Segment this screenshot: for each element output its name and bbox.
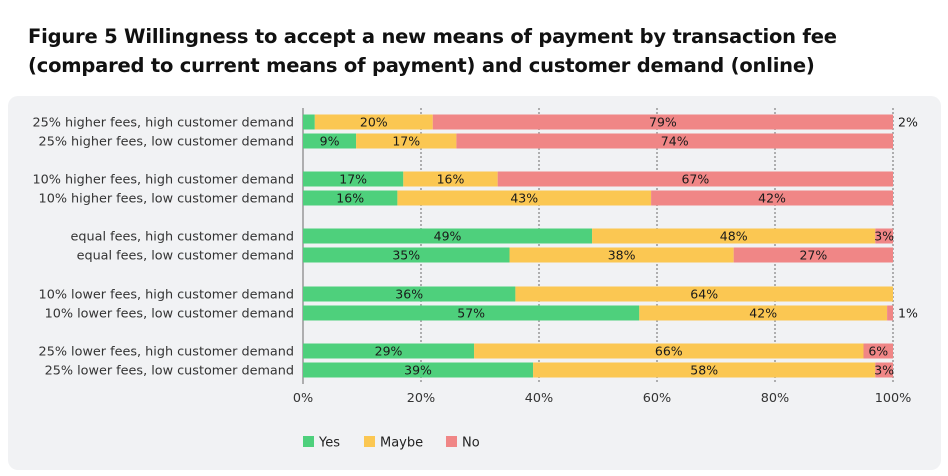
bar-segment-maybe xyxy=(509,247,734,263)
legend-label: No xyxy=(462,436,480,451)
category-label: 10% lower fees, low customer demand xyxy=(45,307,294,322)
data-label: 35% xyxy=(392,248,420,263)
category-label: 25% lower fees, high customer demand xyxy=(39,345,294,360)
x-tick-label: 100% xyxy=(875,391,912,406)
x-tick-label: 40% xyxy=(525,391,553,406)
data-label: 17% xyxy=(339,172,367,187)
legend-swatch-maybe xyxy=(364,436,375,447)
data-label: 38% xyxy=(608,248,636,263)
bar-segment-maybe xyxy=(474,343,864,359)
category-label: 10% lower fees, high customer demand xyxy=(39,288,294,303)
bar-segment-no xyxy=(887,305,893,321)
category-label: 25% higher fees, low customer demand xyxy=(39,135,294,150)
data-label: 66% xyxy=(655,344,683,359)
category-label: 10% higher fees, high customer demand xyxy=(33,173,295,188)
data-label: 64% xyxy=(690,287,718,302)
bar-segment-no xyxy=(733,247,893,263)
bar-segment-no xyxy=(863,343,893,359)
data-label: 74% xyxy=(661,134,689,149)
bar-segment-yes xyxy=(303,190,398,206)
x-tick-label: 0% xyxy=(293,391,313,406)
legend-swatch-no xyxy=(446,436,457,447)
data-label: 57% xyxy=(457,306,485,321)
bar-segment-yes xyxy=(303,114,315,130)
data-label: 9% xyxy=(320,134,340,149)
data-label: 39% xyxy=(404,363,432,378)
data-label: 17% xyxy=(392,134,420,149)
data-label: 3% xyxy=(874,229,894,244)
chart-panel xyxy=(8,96,941,470)
figure-title: Figure 5 Willingness to accept a new mea… xyxy=(28,25,837,77)
bar-segment-no xyxy=(432,114,893,130)
legend-label: Maybe xyxy=(380,436,423,451)
bar-segment-maybe xyxy=(314,114,433,130)
data-label: 16% xyxy=(336,191,364,206)
x-tick-label: 80% xyxy=(761,391,789,406)
bar-segment-no xyxy=(875,228,893,244)
bar-segment-yes xyxy=(303,343,475,359)
bar-segment-maybe xyxy=(397,190,652,206)
legend-swatch-yes xyxy=(303,436,314,447)
data-label: 67% xyxy=(681,172,709,187)
x-tick-label: 60% xyxy=(643,391,671,406)
bar-segment-yes xyxy=(303,286,516,302)
data-label: 42% xyxy=(749,306,777,321)
bar-segment-yes xyxy=(303,228,593,244)
bar-segment-maybe xyxy=(403,171,498,187)
data-label: 1% xyxy=(898,306,918,321)
bar-segment-yes xyxy=(303,305,640,321)
bar-segment-yes xyxy=(303,247,510,263)
bar-segment-maybe xyxy=(592,228,876,244)
category-label: 25% lower fees, low customer demand xyxy=(45,364,294,379)
bar-segment-yes xyxy=(303,362,534,378)
category-label: 10% higher fees, low customer demand xyxy=(39,192,294,207)
data-label: 20% xyxy=(360,115,388,130)
category-label: equal fees, high customer demand xyxy=(71,230,294,245)
data-label: 58% xyxy=(690,363,718,378)
data-label: 3% xyxy=(874,363,894,378)
bar-segment-maybe xyxy=(533,362,876,378)
data-label: 43% xyxy=(510,191,538,206)
data-label: 42% xyxy=(758,191,786,206)
bar-segment-no xyxy=(497,171,893,187)
data-label: 36% xyxy=(395,287,423,302)
x-tick-label: 20% xyxy=(407,391,435,406)
bar-segment-maybe xyxy=(639,305,888,321)
data-label: 49% xyxy=(434,229,462,244)
data-label: 29% xyxy=(375,344,403,359)
bar-segment-yes xyxy=(303,171,404,187)
legend-label: Yes xyxy=(318,436,340,451)
bar-segment-no xyxy=(456,133,893,149)
data-label: 2% xyxy=(898,115,918,130)
bar-segment-no xyxy=(875,362,893,378)
data-label: 16% xyxy=(437,172,465,187)
category-label: equal fees, low customer demand xyxy=(77,249,294,264)
data-label: 79% xyxy=(649,115,677,130)
data-label: 6% xyxy=(868,344,888,359)
bar-segment-yes xyxy=(303,133,357,149)
data-label: 48% xyxy=(720,229,748,244)
bar-segment-no xyxy=(651,190,893,206)
bar-segment-maybe xyxy=(515,286,893,302)
data-label: 27% xyxy=(799,248,827,263)
bar-segment-maybe xyxy=(356,133,457,149)
category-label: 25% higher fees, high customer demand xyxy=(33,116,295,131)
